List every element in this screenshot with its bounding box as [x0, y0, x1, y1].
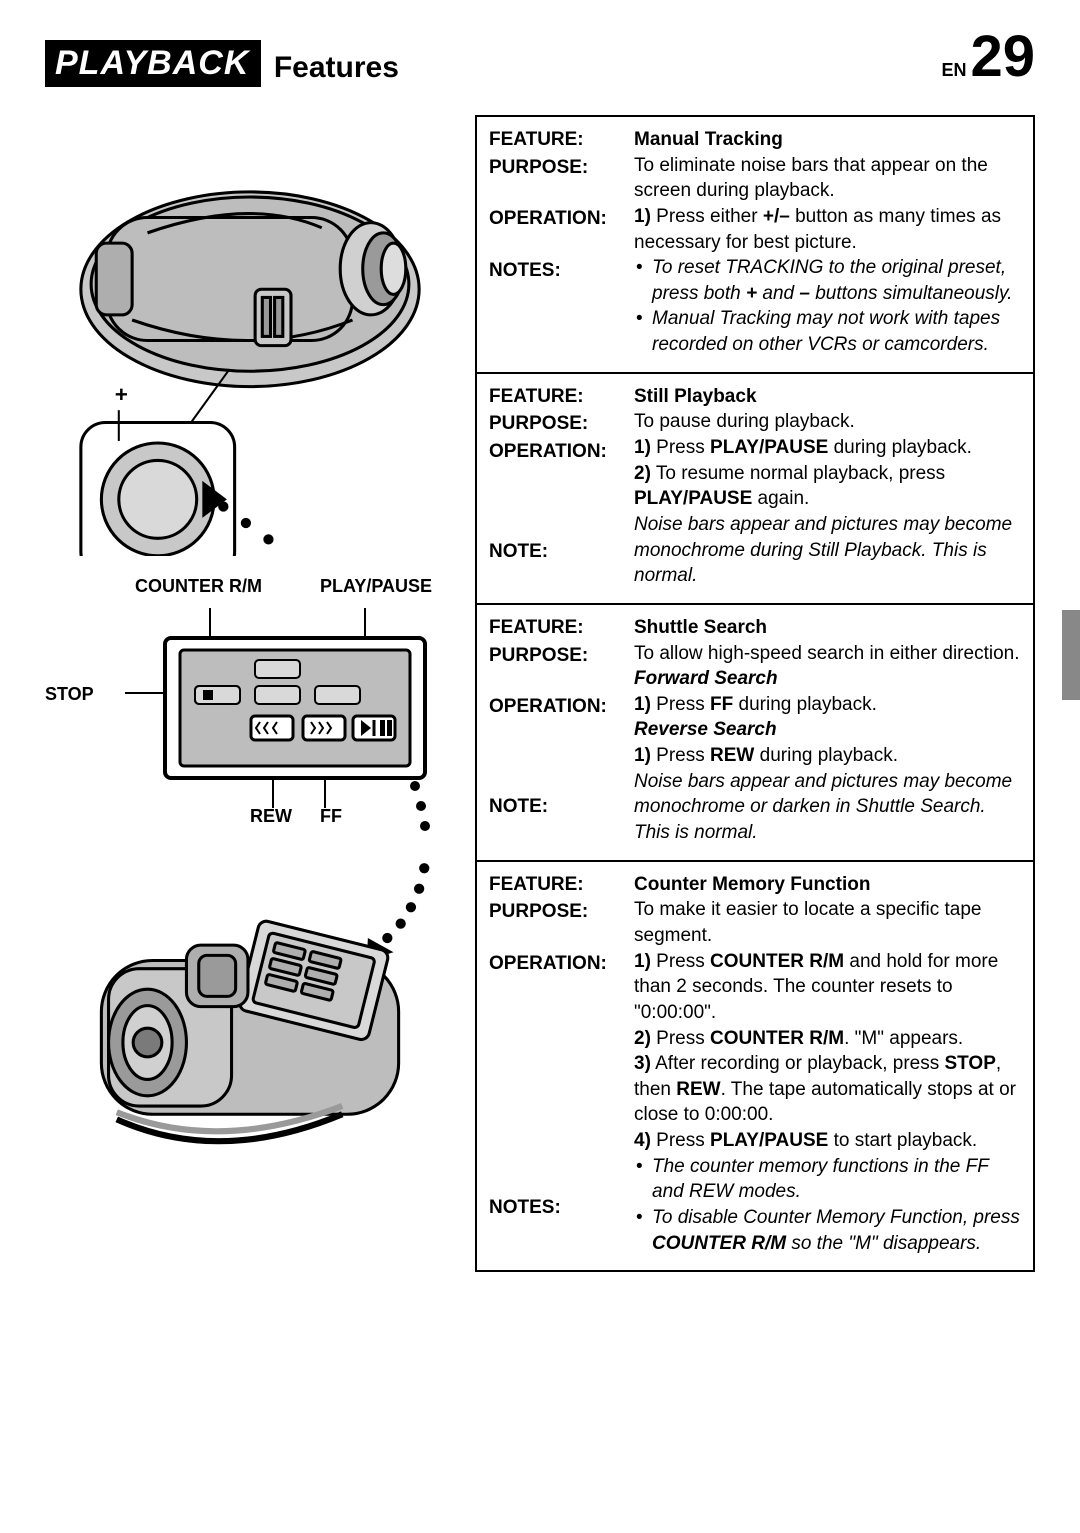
page-header: PLAYBACK Features EN 29 — [45, 40, 1035, 85]
feature-purpose: To make it easier to locate a specific t… — [634, 897, 1021, 948]
row-labels: FEATURE: PURPOSE: OPERATION: NOTES: — [489, 872, 634, 1257]
feature-row-shuttle-search: FEATURE: PURPOSE: OPERATION: NOTE: Shutt… — [477, 605, 1033, 862]
note-item: To reset TRACKING to the original preset… — [634, 255, 1021, 306]
svg-text:+: + — [115, 382, 128, 407]
row-labels: FEATURE: PURPOSE: OPERATION: NOTE: — [489, 615, 634, 846]
page-number: 29 — [970, 28, 1035, 86]
feature-purpose: To allow high-speed search in either dir… — [634, 641, 1021, 667]
page-prefix: EN — [941, 60, 966, 81]
play-pause-label: PLAY/PAUSE — [320, 576, 432, 597]
title-sub: Features — [274, 51, 399, 85]
label-operation: OPERATION: — [489, 951, 634, 977]
label-operation: OPERATION: — [489, 439, 634, 465]
row-content: Manual Tracking To eliminate noise bars … — [634, 127, 1021, 358]
row-content: Counter Memory Function To make it easie… — [634, 872, 1021, 1257]
label-feature: FEATURE: — [489, 384, 634, 410]
feature-table: FEATURE: PURPOSE: OPERATION: NOTES: Manu… — [475, 115, 1035, 1272]
label-notes: NOTES: — [489, 258, 634, 284]
label-operation: OPERATION: — [489, 694, 634, 720]
camcorder-bottom-diagram — [45, 858, 455, 1186]
feature-purpose: To eliminate noise bars that appear on t… — [634, 153, 1021, 204]
label-notes: NOTES: — [489, 1195, 634, 1221]
feature-note: Noise bars appear and pictures may becom… — [634, 769, 1021, 846]
label-feature: FEATURE: — [489, 872, 634, 898]
title-main: PLAYBACK — [45, 40, 261, 87]
feature-row-counter-memory: FEATURE: PURPOSE: OPERATION: NOTES: Coun… — [477, 862, 1033, 1271]
row-labels: FEATURE: PURPOSE: OPERATION: NOTE: — [489, 384, 634, 589]
feature-purpose: To pause during playback. — [634, 409, 1021, 435]
feature-notes-list: The counter memory functions in the FF a… — [634, 1154, 1021, 1257]
stop-label: STOP — [45, 684, 94, 705]
label-purpose: PURPOSE: — [489, 155, 634, 181]
counter-label: COUNTER R/M — [135, 576, 262, 597]
feature-operation: 1) Press COUNTER R/M and hold for more t… — [634, 949, 1021, 1154]
control-panel-diagram: COUNTER R/M PLAY/PAUSE STOP REW FF — [45, 576, 455, 843]
feature-notes-list: To reset TRACKING to the original preset… — [634, 255, 1021, 358]
note-item: Manual Tracking may not work with tapes … — [634, 306, 1021, 357]
note-item: To disable Counter Memory Function, pres… — [634, 1205, 1021, 1256]
side-tab — [1062, 610, 1080, 700]
feature-operation: Forward Search1) Press FF during playbac… — [634, 666, 1021, 769]
camcorder-top-diagram: + – — [45, 115, 455, 556]
label-feature: FEATURE: — [489, 615, 634, 641]
row-content: Shuttle Search To allow high-speed searc… — [634, 615, 1021, 846]
feature-title: Manual Tracking — [634, 127, 1021, 153]
row-content: Still Playback To pause during playback.… — [634, 384, 1021, 589]
label-note: NOTE: — [489, 794, 634, 820]
label-purpose: PURPOSE: — [489, 643, 634, 669]
page-number-block: EN 29 — [941, 28, 1035, 86]
feature-row-still-playback: FEATURE: PURPOSE: OPERATION: NOTE: Still… — [477, 374, 1033, 605]
label-purpose: PURPOSE: — [489, 411, 634, 437]
label-feature: FEATURE: — [489, 127, 634, 153]
ff-label: FF — [320, 806, 342, 827]
note-item: The counter memory functions in the FF a… — [634, 1154, 1021, 1205]
control-panel-svg — [125, 608, 435, 838]
content-area: + – COUNTER R/M PLAY/PAUSE STOP REW FF — [45, 115, 1035, 1272]
illustration-column: + – COUNTER R/M PLAY/PAUSE STOP REW FF — [45, 115, 475, 1272]
label-purpose: PURPOSE: — [489, 899, 634, 925]
feature-note: Noise bars appear and pictures may becom… — [634, 512, 1021, 589]
feature-title: Shuttle Search — [634, 615, 1021, 641]
label-note: NOTE: — [489, 539, 634, 565]
feature-operation: 1) Press either +/– button as many times… — [634, 204, 1021, 255]
row-labels: FEATURE: PURPOSE: OPERATION: NOTES: — [489, 127, 634, 358]
feature-row-manual-tracking: FEATURE: PURPOSE: OPERATION: NOTES: Manu… — [477, 117, 1033, 374]
feature-title: Still Playback — [634, 384, 1021, 410]
feature-title: Counter Memory Function — [634, 872, 1021, 898]
label-operation: OPERATION: — [489, 206, 634, 232]
feature-operation: 1) Press PLAY/PAUSE during playback.2) T… — [634, 435, 1021, 512]
rew-label: REW — [250, 806, 292, 827]
